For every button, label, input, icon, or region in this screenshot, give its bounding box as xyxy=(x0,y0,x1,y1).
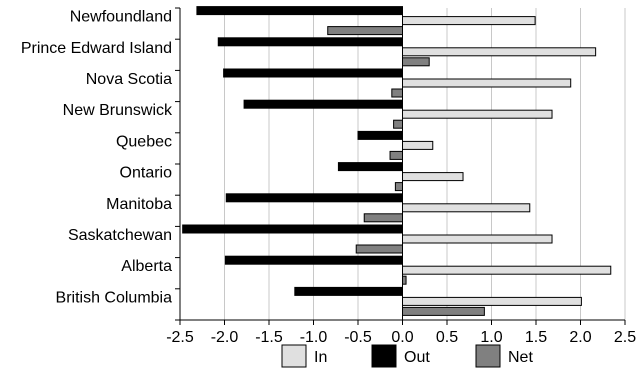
legend-label-in: In xyxy=(314,349,327,366)
category-label-ontario: Ontario xyxy=(120,165,173,182)
bar-out-newfoundland xyxy=(196,6,403,16)
bar-net-quebec xyxy=(389,150,404,160)
bar-in-prince-edward-island xyxy=(402,47,597,57)
category-label-manitoba: Manitoba xyxy=(106,196,172,213)
bar-in-manitoba xyxy=(402,203,531,213)
legend-swatch-net xyxy=(475,344,501,368)
bar-in-quebec xyxy=(402,140,434,150)
x-tick-label: -0.5 xyxy=(344,329,372,346)
category-label-prince-edward-island: Prince Edward Island xyxy=(21,40,172,57)
axis-layer xyxy=(175,7,626,325)
bar-out-quebec xyxy=(357,130,403,140)
bar-in-nova-scotia xyxy=(402,78,572,88)
labels-layer: -2.5 -2.0 -1.5 -1.0 -0.5 0.0 0.5 1.0 1.5 2.0 2.5 Ne… xyxy=(21,9,636,346)
bar-net-saskatchewan xyxy=(355,244,403,254)
bar-net-ontario xyxy=(394,182,404,192)
bar-in-british-columbia xyxy=(402,296,582,306)
bar-net-prince-edward-island xyxy=(402,57,430,67)
category-label-new-brunswick: New Brunswick xyxy=(63,102,173,119)
bar-in-alberta xyxy=(402,265,612,275)
bar-net-alberta xyxy=(402,275,407,285)
bars-layer xyxy=(182,6,612,316)
category-label-nova-scotia: Nova Scotia xyxy=(86,71,172,88)
legend-swatch-out xyxy=(371,344,397,368)
bar-out-ontario xyxy=(337,162,404,172)
x-tick-label: -1.5 xyxy=(255,329,283,346)
x-tick-label: -2.5 xyxy=(166,329,194,346)
bar-net-manitoba xyxy=(363,213,404,223)
x-tick-label: 2.0 xyxy=(569,329,591,346)
x-tick-label: -2.0 xyxy=(211,329,239,346)
category-label-quebec: Quebec xyxy=(116,133,172,150)
bar-net-newfoundland xyxy=(327,26,403,36)
bar-net-british-columbia xyxy=(402,306,485,316)
x-tick-label: 1.0 xyxy=(480,329,502,346)
x-tick-label: 0.0 xyxy=(391,329,413,346)
legend-swatch-in xyxy=(281,344,307,368)
category-label-british-columbia: British Columbia xyxy=(56,289,173,306)
bar-out-saskatchewan xyxy=(182,224,403,234)
bar-in-saskatchewan xyxy=(402,234,553,244)
x-tick-label: 2.5 xyxy=(614,329,636,346)
category-label-saskatchewan: Saskatchewan xyxy=(68,227,172,244)
bar-net-new-brunswick xyxy=(393,119,404,129)
bar-in-ontario xyxy=(402,172,464,182)
category-label-alberta: Alberta xyxy=(121,258,172,275)
bar-out-new-brunswick xyxy=(243,99,403,109)
legend-layer: In Out Net xyxy=(281,344,533,368)
x-tick-label: -1.0 xyxy=(300,329,328,346)
bar-out-british-columbia xyxy=(294,286,403,296)
bar-out-prince-edward-island xyxy=(217,37,403,47)
bar-in-new-brunswick xyxy=(402,109,553,119)
legend-label-out: Out xyxy=(404,349,430,366)
bar-in-newfoundland xyxy=(402,16,536,26)
x-tick-label: 1.5 xyxy=(525,329,547,346)
bar-out-alberta xyxy=(224,255,403,265)
legend-label-net: Net xyxy=(508,349,533,366)
bar-out-nova-scotia xyxy=(223,68,403,78)
bar-out-manitoba xyxy=(225,193,403,203)
bar-net-nova-scotia xyxy=(391,88,404,98)
category-label-newfoundland: Newfoundland xyxy=(70,9,172,26)
x-tick-label: 0.5 xyxy=(436,329,458,346)
